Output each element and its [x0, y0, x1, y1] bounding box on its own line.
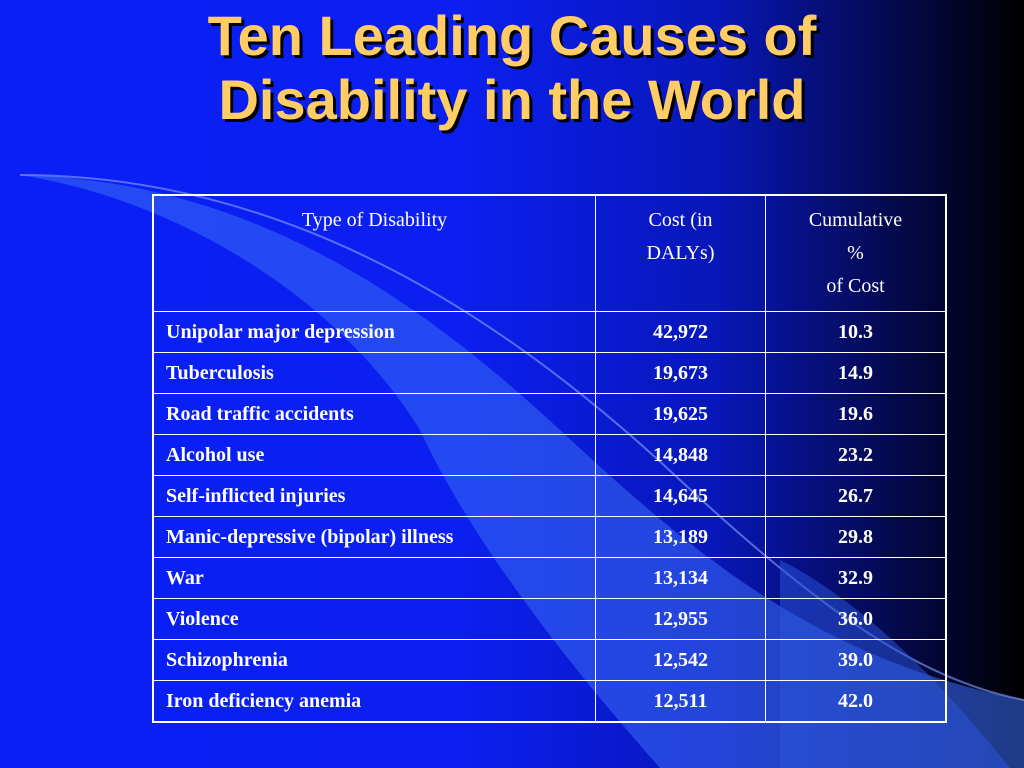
cell-cumulative: 29.8 — [765, 516, 947, 558]
slide-title-line-2: Disability in the World — [218, 68, 806, 131]
table-row: Road traffic accidents 19,625 19.6 — [152, 393, 947, 435]
slide-title-line-1: Ten Leading Causes of — [207, 4, 817, 67]
cell-type: Tuberculosis — [152, 352, 596, 394]
header-cumulative: Cumulative % of Cost — [765, 194, 947, 312]
cell-cost: 13,189 — [595, 516, 766, 558]
cell-cumulative: 14.9 — [765, 352, 947, 394]
cell-type: Self-inflicted injuries — [152, 475, 596, 517]
table-row: Iron deficiency anemia 12,511 42.0 — [152, 680, 947, 723]
cell-type: Violence — [152, 598, 596, 640]
header-cost: Cost (in DALYs) — [595, 194, 766, 312]
cell-cumulative: 26.7 — [765, 475, 947, 517]
header-cumulative-line-1: Cumulative — [808, 209, 903, 231]
table-row: Unipolar major depression 42,972 10.3 — [152, 311, 947, 353]
cell-cumulative: 19.6 — [765, 393, 947, 435]
cell-cumulative: 42.0 — [765, 680, 947, 723]
table-row: Schizophrenia 12,542 39.0 — [152, 639, 947, 681]
cell-type: Unipolar major depression — [152, 311, 596, 353]
cell-cost: 42,972 — [595, 311, 766, 353]
cell-cost: 14,645 — [595, 475, 766, 517]
cell-cost: 12,542 — [595, 639, 766, 681]
disability-table: Type of Disability Cost (in DALYs) Cumul… — [152, 194, 947, 723]
table-header-row: Type of Disability Cost (in DALYs) Cumul… — [152, 194, 947, 312]
cell-cost: 19,673 — [595, 352, 766, 394]
header-cost-line-2: DALYs) — [646, 242, 715, 264]
cell-cost: 13,134 — [595, 557, 766, 599]
cell-cost: 19,625 — [595, 393, 766, 435]
table-row: War 13,134 32.9 — [152, 557, 947, 599]
cell-cost: 12,955 — [595, 598, 766, 640]
cell-type: Iron deficiency anemia — [152, 680, 596, 723]
cell-cumulative: 39.0 — [765, 639, 947, 681]
cell-type: Schizophrenia — [152, 639, 596, 681]
table-row: Tuberculosis 19,673 14.9 — [152, 352, 947, 394]
cell-cumulative: 32.9 — [765, 557, 947, 599]
cell-type: Alcohol use — [152, 434, 596, 476]
header-type-of-disability: Type of Disability — [152, 194, 596, 312]
cell-cumulative: 10.3 — [765, 311, 947, 353]
cell-cost: 12,511 — [595, 680, 766, 723]
cell-cumulative: 23.2 — [765, 434, 947, 476]
cell-type: War — [152, 557, 596, 599]
cell-type: Road traffic accidents — [152, 393, 596, 435]
disability-table-container: Type of Disability Cost (in DALYs) Cumul… — [152, 194, 947, 723]
cell-cumulative: 36.0 — [765, 598, 947, 640]
slide-title: Ten Leading Causes of Disability in the … — [0, 4, 1024, 132]
cell-cost: 14,848 — [595, 434, 766, 476]
header-cumulative-line-3: of Cost — [826, 275, 885, 297]
table-row: Violence 12,955 36.0 — [152, 598, 947, 640]
table-row: Self-inflicted injuries 14,645 26.7 — [152, 475, 947, 517]
table-row: Alcohol use 14,848 23.2 — [152, 434, 947, 476]
header-cost-line-1: Cost (in — [648, 209, 713, 231]
header-cumulative-line-2: % — [847, 242, 864, 264]
cell-type: Manic-depressive (bipolar) illness — [152, 516, 596, 558]
table-row: Manic-depressive (bipolar) illness 13,18… — [152, 516, 947, 558]
